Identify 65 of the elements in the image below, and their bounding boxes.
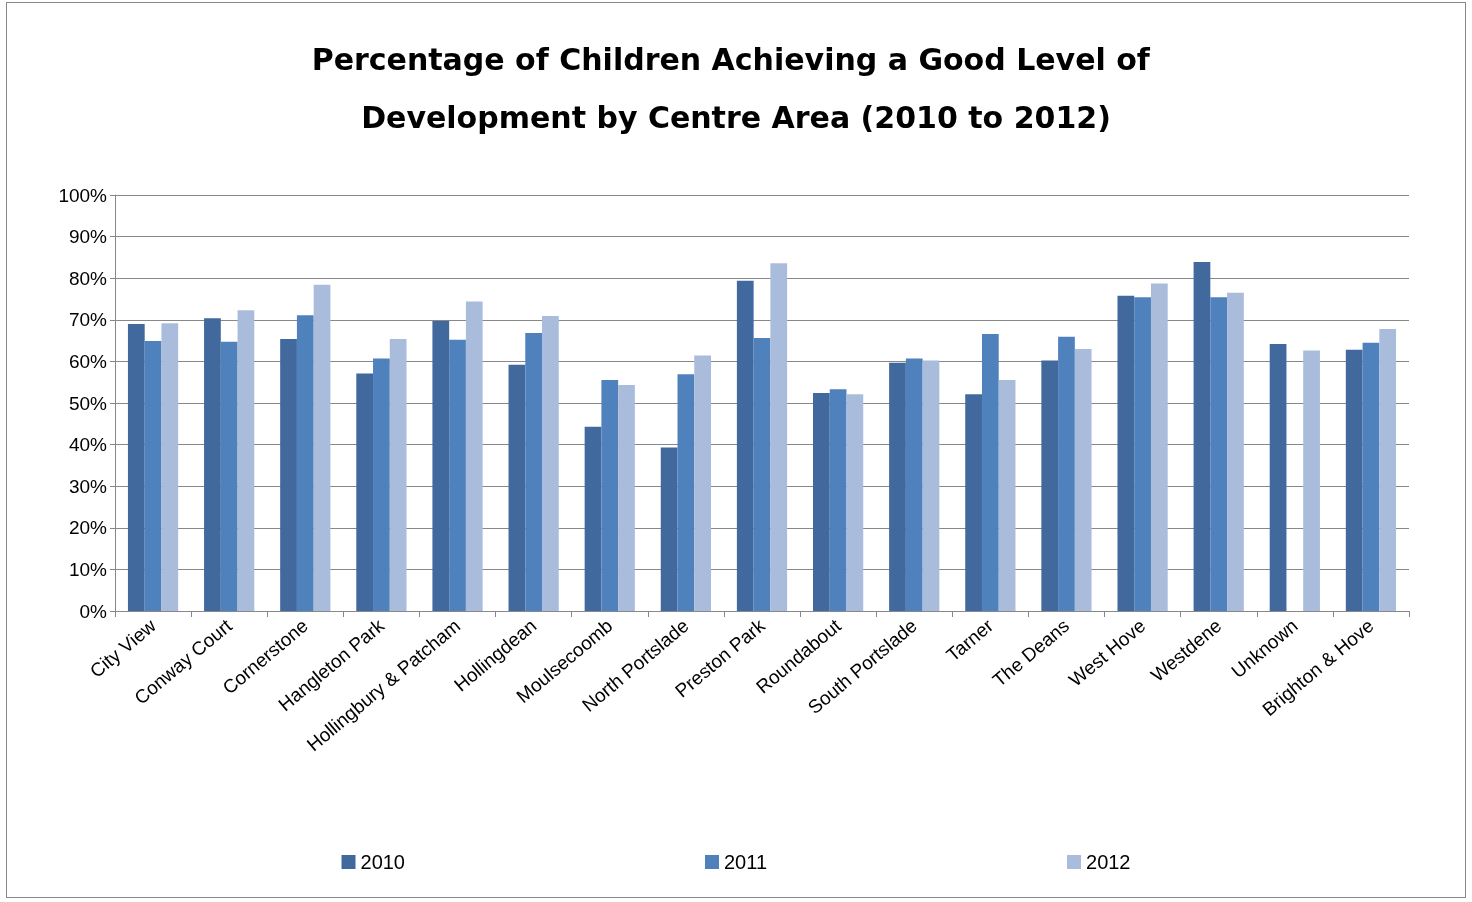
y-tick-label: 80% xyxy=(68,267,108,289)
y-tick-label: 20% xyxy=(68,517,108,539)
bar xyxy=(144,341,162,611)
y-tick-label: 30% xyxy=(68,475,108,497)
legend-label: 2012 xyxy=(1086,851,1131,873)
bar xyxy=(694,355,711,611)
y-tick-label: 50% xyxy=(68,392,108,414)
bar xyxy=(846,394,864,611)
bar xyxy=(161,323,179,611)
bar xyxy=(1379,328,1397,611)
y-tick-label: 90% xyxy=(68,226,108,248)
bar xyxy=(1303,350,1320,611)
bar xyxy=(998,380,1016,611)
y-tick-label: 70% xyxy=(68,309,108,331)
bar xyxy=(313,284,331,611)
y-tick-label: 60% xyxy=(68,350,108,372)
bar xyxy=(677,374,695,611)
bar xyxy=(753,338,771,611)
bar xyxy=(204,318,221,611)
bar xyxy=(237,310,255,611)
bar xyxy=(356,373,374,611)
chart-title: Percentage of Children Achieving a Good Level of Development by Centre Area (2010 to 2012) xyxy=(311,41,1161,135)
bar xyxy=(389,338,407,611)
bar xyxy=(1193,261,1211,611)
bar xyxy=(465,301,483,611)
bar xyxy=(1210,297,1228,611)
bar xyxy=(525,333,543,611)
legend-label: 2010 xyxy=(360,851,405,873)
bar xyxy=(449,339,466,611)
bar xyxy=(736,280,754,611)
bar xyxy=(618,385,635,611)
bar xyxy=(1074,348,1092,611)
bar xyxy=(1117,295,1135,611)
bar xyxy=(1150,283,1168,611)
bar xyxy=(296,315,314,611)
y-tick-label: 100% xyxy=(58,184,108,206)
y-tick-label: 10% xyxy=(68,558,108,580)
bar xyxy=(542,316,559,611)
bar xyxy=(770,263,788,611)
bar xyxy=(508,364,526,611)
bar xyxy=(601,380,619,611)
bar xyxy=(373,358,390,611)
bar xyxy=(1041,360,1059,611)
bar xyxy=(280,338,297,611)
bar xyxy=(889,362,906,611)
bar xyxy=(1134,297,1151,611)
bar xyxy=(905,358,923,611)
bar xyxy=(432,321,450,611)
bar xyxy=(584,426,602,611)
bar xyxy=(1058,336,1075,611)
bar xyxy=(813,393,830,611)
y-tick-label: 0% xyxy=(79,600,108,622)
bar xyxy=(981,333,999,611)
bar xyxy=(1362,342,1380,611)
legend-label: 2011 xyxy=(724,851,768,873)
bar xyxy=(965,394,982,611)
bar xyxy=(922,360,940,611)
bar xyxy=(1269,343,1287,611)
bar xyxy=(127,323,145,611)
bar xyxy=(1227,292,1244,611)
y-tick-label: 40% xyxy=(68,434,108,456)
bar xyxy=(660,447,678,611)
bar xyxy=(1345,349,1363,611)
bar xyxy=(829,389,847,611)
bar xyxy=(220,341,238,611)
